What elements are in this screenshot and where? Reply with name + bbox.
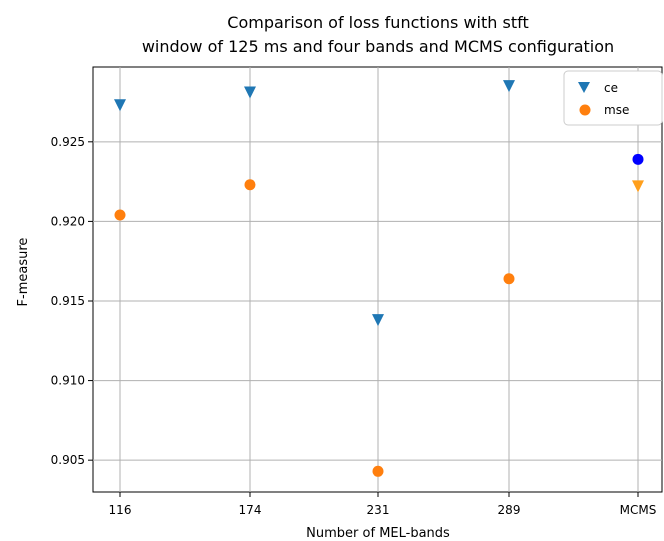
grid-layer bbox=[93, 67, 662, 492]
y-axis-label: F-measure bbox=[16, 238, 31, 307]
mse-point bbox=[244, 179, 256, 191]
mse-point bbox=[114, 209, 126, 221]
ce-point bbox=[372, 314, 384, 327]
x-tick-label: 116 bbox=[109, 503, 132, 517]
chart-title: Comparison of loss functions with stft bbox=[227, 13, 528, 32]
mse-point bbox=[503, 273, 515, 285]
x-axis-label: Number of MEL-bands bbox=[306, 526, 450, 541]
legend-mse-marker bbox=[579, 104, 591, 116]
point-layer bbox=[114, 80, 644, 477]
y-tick-label: 0.905 bbox=[51, 453, 85, 467]
legend-ce-marker bbox=[578, 82, 590, 93]
ce-point bbox=[244, 86, 256, 99]
x-tick-label: MCMS bbox=[620, 503, 657, 517]
ce-point bbox=[114, 99, 126, 112]
y-tick-label: 0.910 bbox=[51, 374, 85, 388]
x-tick-label: 289 bbox=[498, 503, 521, 517]
y-tick-label: 0.920 bbox=[51, 214, 85, 228]
legend-mse-label: mse bbox=[604, 103, 629, 117]
legend-ce-label: ce bbox=[604, 81, 618, 95]
y-tick-label: 0.915 bbox=[51, 294, 85, 308]
chart-subtitle: window of 125 ms and four bands and MCMS… bbox=[142, 37, 614, 56]
tick-layer: 116 174 231 289 MCMS 0.905 0.910 0.915 0.920 0.92… bbox=[51, 135, 657, 517]
mse-point bbox=[372, 465, 384, 477]
y-tick-label: 0.925 bbox=[51, 135, 85, 149]
x-tick-label: 174 bbox=[239, 503, 262, 517]
ce-point bbox=[503, 80, 515, 93]
mcms-triangle-point bbox=[632, 180, 644, 193]
mcms-circle-point bbox=[632, 153, 644, 165]
x-tick-label: 231 bbox=[367, 503, 390, 517]
legend: ce mse bbox=[563, 70, 663, 126]
